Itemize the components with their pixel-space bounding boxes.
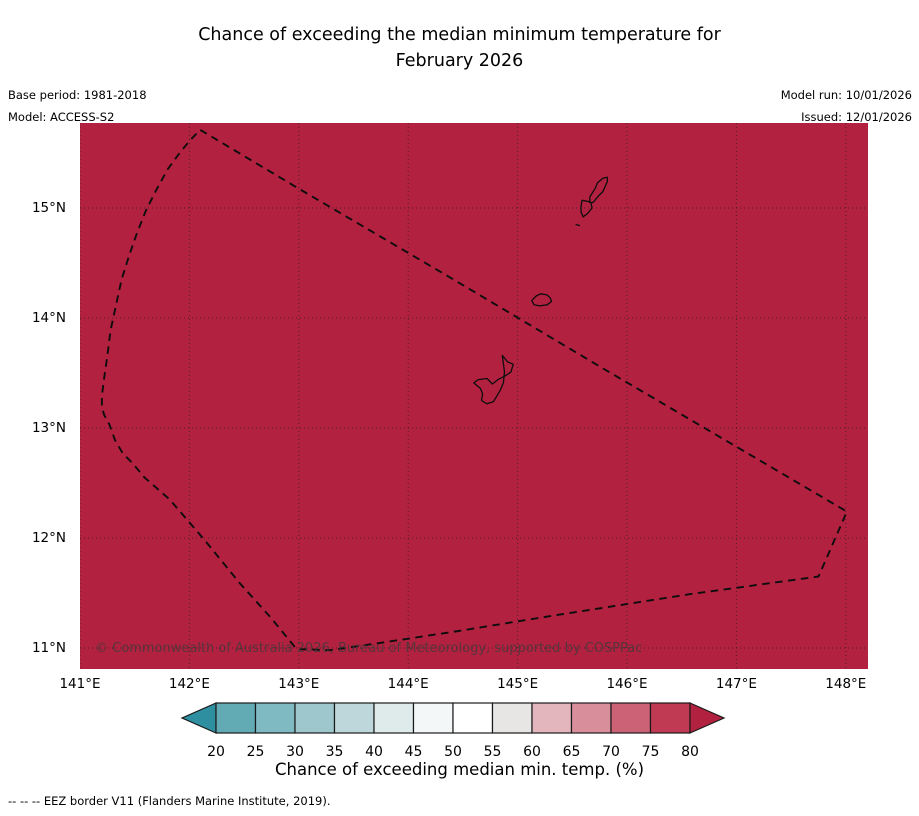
figure-title-line1: Chance of exceeding the median minimum t… (198, 25, 721, 45)
issued-text: Issued: 12/01/2026 (801, 110, 912, 124)
base-period-text: Base period: 1981-2018 (8, 88, 147, 102)
eez-footnote: -- -- -- EEZ border V11 (Flanders Marine… (8, 794, 331, 808)
colorbar-tick-label: 40 (365, 744, 383, 760)
y-tick-label: 14°N (31, 310, 66, 326)
model-text: Model: ACCESS-S2 (8, 110, 115, 124)
colorbar-segment (491, 702, 533, 734)
colorbar-tick-label: 65 (563, 744, 581, 760)
colorbar-segment (254, 702, 296, 734)
colorbar-under-arrow (180, 702, 217, 734)
x-tick-label: 145°E (497, 676, 539, 692)
x-tick-label: 142°E (168, 676, 210, 692)
island-outline-guam (473, 354, 514, 405)
colorbar-segment (531, 702, 573, 734)
x-tick-label: 148°E (825, 676, 867, 692)
map-panel: © Commonwealth of Australia 2026, Bureau… (80, 123, 868, 669)
y-tick-label: 13°N (31, 420, 66, 436)
x-tick-label: 147°E (715, 676, 757, 692)
colorbar-tick-label: 45 (405, 744, 423, 760)
colorbar-tick-label: 60 (523, 744, 541, 760)
colorbar-over-arrow (689, 702, 726, 734)
x-tick-label: 146°E (606, 676, 648, 692)
colorbar-tick-label: 25 (247, 744, 265, 760)
colorbar-segment (412, 702, 454, 734)
x-tick-label: 141°E (59, 676, 101, 692)
colorbar-tick-label: 80 (681, 744, 699, 760)
map-canvas (80, 123, 868, 669)
island-outline-saipan (589, 176, 608, 204)
colorbar-segment (610, 702, 652, 734)
colorbar-segment (333, 702, 375, 734)
figure-title-line2: February 2026 (395, 51, 524, 71)
colorbar-segment (649, 702, 691, 734)
header-right: Model run: 10/01/2026 Issued: 12/01/2026 (781, 84, 912, 128)
colorbar-segment (294, 702, 336, 734)
y-tick-label: 11°N (31, 640, 66, 656)
island-outline-tinian (580, 199, 593, 218)
colorbar-tick-label: 30 (286, 744, 304, 760)
colorbar: 20 25 30 35 40 45 50 55 60 65 70 75 80 (180, 702, 726, 760)
eez-border (100, 128, 848, 652)
y-tick-label: 12°N (31, 530, 66, 546)
probability-field-fill (80, 123, 868, 669)
x-tick-label: 143°E (278, 676, 320, 692)
colorbar-segment (452, 702, 494, 734)
colorbar-tick-label: 35 (326, 744, 344, 760)
colorbar-tick-label: 70 (602, 744, 620, 760)
colorbar-label: Chance of exceeding median min. temp. (%… (274, 760, 645, 779)
model-run-text: Model run: 10/01/2026 (780, 88, 912, 102)
colorbar-segment (570, 702, 612, 734)
colorbar-tick-label: 50 (444, 744, 462, 760)
copyright-watermark: © Commonwealth of Australia 2026, Bureau… (95, 641, 643, 656)
island-outline-rota (531, 293, 553, 307)
y-tick-label: 15°N (31, 200, 66, 216)
colorbar-tick-label: 75 (642, 744, 660, 760)
colorbar-segment (373, 702, 415, 734)
figure-title: Chance of exceeding the median minimum t… (0, 22, 919, 74)
x-tick-label: 144°E (387, 676, 429, 692)
island-outline-aguijan (575, 223, 581, 227)
colorbar-segment (215, 702, 257, 734)
header-left: Base period: 1981-2018 Model: ACCESS-S2 (8, 84, 147, 128)
colorbar-tick-label: 55 (484, 744, 502, 760)
colorbar-tick-label: 20 (207, 744, 225, 760)
